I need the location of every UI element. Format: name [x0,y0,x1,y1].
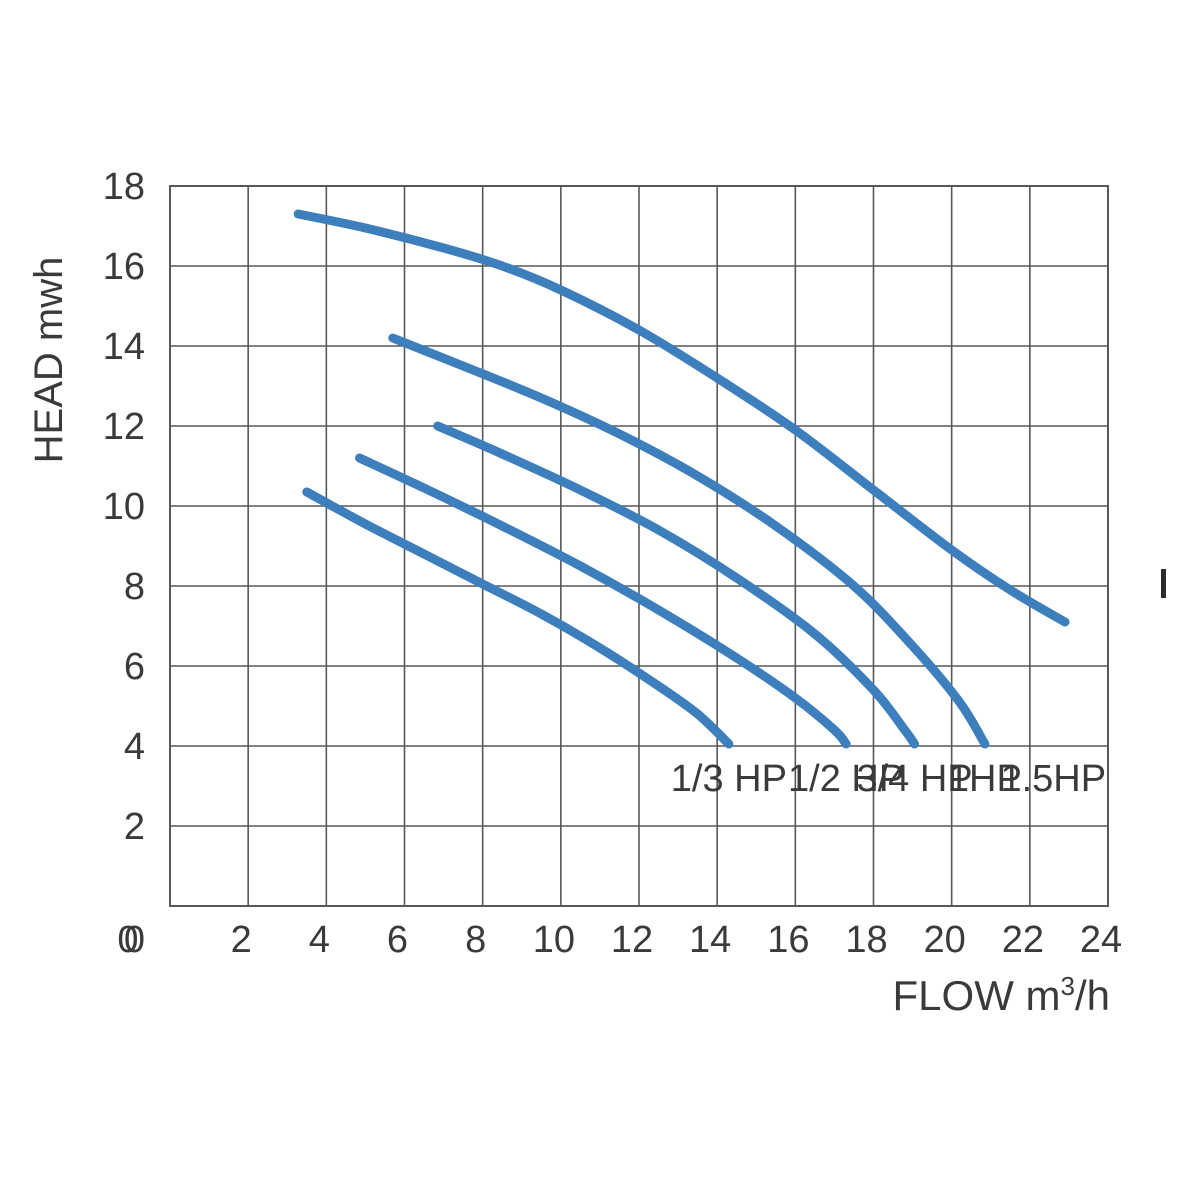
curve-label: 1/3 HP [671,758,787,800]
x-tick-label: 24 [1080,919,1122,961]
performance-curves [293,209,1070,749]
x-tick-label: 12 [611,919,653,961]
x-tick-label: 16 [767,919,809,961]
grid-lines [170,186,1108,906]
curve-label: 3/4 HP [856,758,972,800]
x-tick-label: 22 [1002,919,1044,961]
curve-1-5hp [293,209,1070,627]
x-tick-label: 10 [533,919,575,961]
x-tick-label: 2 [231,919,252,961]
x-tick-label: 20 [924,919,966,961]
plot-frame [169,185,1109,907]
y-tick-label: 14 [103,326,145,368]
y-axis-title: HEAD mwh [27,257,71,464]
curve-3-4-hp [433,421,920,749]
y-tick-label: 18 [103,166,145,208]
curve-label: 1/2 HP [788,758,904,800]
curve-label: 1HP [948,758,1022,800]
curve-1hp [388,333,990,749]
x-axis-title: FLOW m3/h [893,971,1110,1019]
y-tick-label: 6 [124,646,145,688]
x-tick-label: 14 [689,919,731,961]
y-tick-label: 0 [124,919,145,961]
y-tick-label: 16 [103,246,145,288]
x-tick-label: 8 [465,919,486,961]
y-tick-label: 10 [103,486,145,528]
x-axis-tick-labels: 0 2 4 6 8 10 12 14 16 18 20 22 24 [117,919,1122,961]
x-tick-label: 0 [117,919,138,961]
y-tick-label: 8 [124,566,145,608]
curve-label: 1.5HP [1000,758,1106,800]
curve-1-3-hp [302,487,734,749]
x-tick-label: 18 [845,919,887,961]
y-tick-label: 2 [124,806,145,848]
y-tick-label: 12 [103,406,145,448]
x-tick-label: 6 [387,919,408,961]
curve-1-2-hp [355,453,851,749]
y-axis-tick-labels: 0 2 4 6 8 10 12 14 16 18 [103,166,145,961]
plot-area-border [169,185,1109,907]
right-edge-tick-icon [1161,569,1166,598]
x-tick-label: 4 [309,919,330,961]
y-tick-label: 4 [124,726,145,768]
